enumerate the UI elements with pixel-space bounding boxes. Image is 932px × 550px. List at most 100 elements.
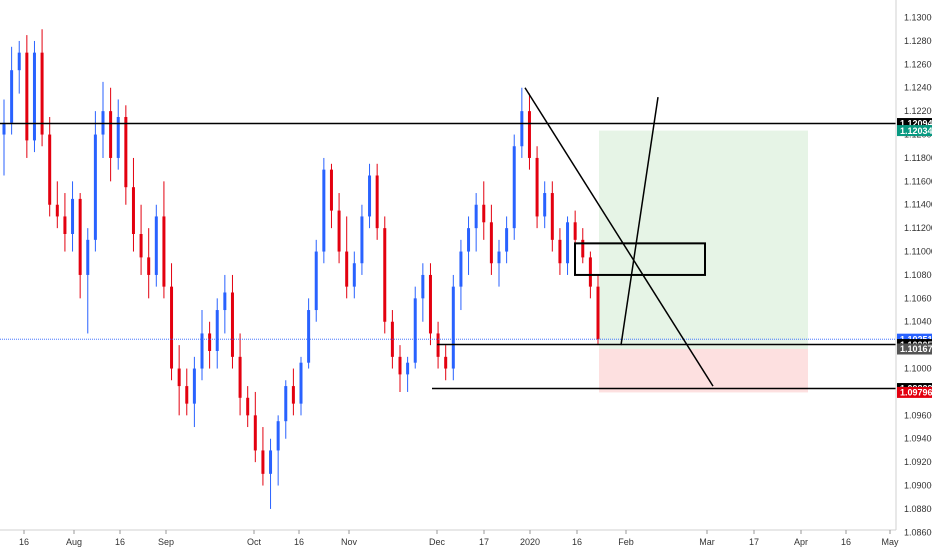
candle-body bbox=[208, 333, 212, 351]
candle bbox=[566, 216, 570, 275]
candle bbox=[71, 181, 75, 252]
y-tick-label: 1.11600 bbox=[904, 176, 932, 186]
candle bbox=[360, 204, 364, 275]
candle bbox=[497, 239, 501, 287]
time-axis[interactable]: 16 Aug 16 Sep Oct 16 Nov Dec 17 2020 16 Feb Mar 17 Apr… bbox=[19, 530, 899, 547]
candle bbox=[489, 204, 493, 275]
candle bbox=[368, 163, 372, 229]
candle-body bbox=[550, 193, 554, 240]
candle bbox=[451, 274, 455, 381]
candle bbox=[337, 193, 341, 264]
y-tick-label: 1.10000 bbox=[904, 364, 932, 374]
price-tag-label: 1.09796 bbox=[900, 388, 932, 398]
y-tick-label: 1.09000 bbox=[904, 481, 932, 491]
candle bbox=[421, 263, 425, 322]
candle bbox=[177, 345, 181, 416]
candle-body bbox=[329, 169, 333, 211]
drawing-tools[interactable] bbox=[0, 87, 896, 390]
candle bbox=[131, 157, 135, 252]
candle-body bbox=[512, 146, 516, 229]
candle bbox=[246, 386, 250, 428]
candle-body bbox=[413, 298, 417, 363]
position-zones[interactable] bbox=[599, 130, 808, 393]
candle bbox=[307, 298, 311, 369]
y-tick-label: 1.11400 bbox=[904, 200, 932, 210]
candle-body bbox=[291, 386, 295, 404]
candle-body bbox=[467, 228, 471, 252]
candle bbox=[170, 263, 174, 381]
candle bbox=[505, 216, 509, 264]
candle-body bbox=[177, 368, 181, 387]
candle-body bbox=[527, 111, 531, 158]
candle-body bbox=[588, 257, 592, 287]
candle bbox=[299, 356, 303, 416]
candle bbox=[314, 239, 318, 322]
price-tag: 1.12034 bbox=[897, 125, 932, 137]
target-zone[interactable] bbox=[599, 130, 808, 350]
candle-body bbox=[238, 356, 242, 398]
candle-body bbox=[253, 415, 257, 451]
candle bbox=[200, 310, 204, 381]
candle-body bbox=[124, 116, 128, 188]
candle bbox=[543, 181, 547, 229]
candle-body bbox=[63, 216, 67, 234]
candle bbox=[444, 345, 448, 381]
y-tick-label: 1.08800 bbox=[904, 504, 932, 514]
y-tick-label: 1.12200 bbox=[904, 106, 932, 116]
y-tick-label: 1.12800 bbox=[904, 36, 932, 46]
candle bbox=[139, 204, 143, 275]
candle-body bbox=[489, 222, 493, 264]
trend-line-down[interactable] bbox=[524, 87, 714, 387]
candle-body bbox=[383, 228, 387, 322]
x-tick-label: 16 bbox=[115, 537, 125, 547]
x-tick-label: Sep bbox=[158, 537, 174, 547]
candle-body bbox=[17, 52, 21, 71]
candle bbox=[459, 239, 463, 311]
candle bbox=[147, 228, 151, 299]
x-tick-label: Dec bbox=[429, 537, 446, 547]
x-tick-label: Mar bbox=[699, 537, 715, 547]
candle bbox=[512, 134, 516, 240]
price-tag-background bbox=[897, 386, 932, 398]
candle bbox=[154, 204, 158, 287]
price-tag-label: 1.10167 bbox=[900, 344, 932, 354]
candle bbox=[474, 193, 478, 252]
candle-body bbox=[139, 233, 143, 258]
x-tick-label: 16 bbox=[841, 537, 851, 547]
candle bbox=[253, 391, 257, 463]
candle-body bbox=[368, 175, 372, 217]
candle-body bbox=[284, 386, 288, 422]
candle bbox=[78, 193, 82, 299]
candle bbox=[261, 427, 265, 486]
candle bbox=[25, 35, 29, 158]
candle bbox=[230, 274, 234, 369]
candle bbox=[55, 181, 59, 229]
candle bbox=[398, 345, 402, 392]
price-axis[interactable]: 1.130001.128001.126001.124001.122001.120… bbox=[904, 13, 932, 538]
consolidation-box[interactable] bbox=[574, 242, 706, 276]
candle-body bbox=[261, 450, 265, 474]
candle-body bbox=[581, 239, 585, 258]
candle bbox=[116, 99, 120, 170]
candle-body bbox=[406, 362, 410, 375]
candle-body bbox=[375, 175, 379, 229]
candle-body bbox=[322, 169, 326, 252]
price-tag: 1.10167 bbox=[897, 343, 932, 355]
candle-body bbox=[482, 204, 486, 223]
candle-body bbox=[185, 386, 189, 404]
candle bbox=[375, 163, 379, 240]
y-tick-label: 1.10800 bbox=[904, 270, 932, 280]
candle bbox=[527, 93, 531, 170]
candle-body bbox=[40, 52, 44, 135]
candle-body bbox=[497, 251, 501, 264]
candle-body bbox=[543, 193, 547, 217]
candle-body bbox=[596, 286, 600, 340]
candle bbox=[284, 380, 288, 439]
candle bbox=[345, 216, 349, 299]
x-tick-label: 17 bbox=[479, 537, 489, 547]
trend-line-up[interactable] bbox=[620, 96, 659, 346]
candle bbox=[596, 274, 600, 346]
y-tick-label: 1.12600 bbox=[904, 59, 932, 69]
candle-body bbox=[200, 333, 204, 369]
